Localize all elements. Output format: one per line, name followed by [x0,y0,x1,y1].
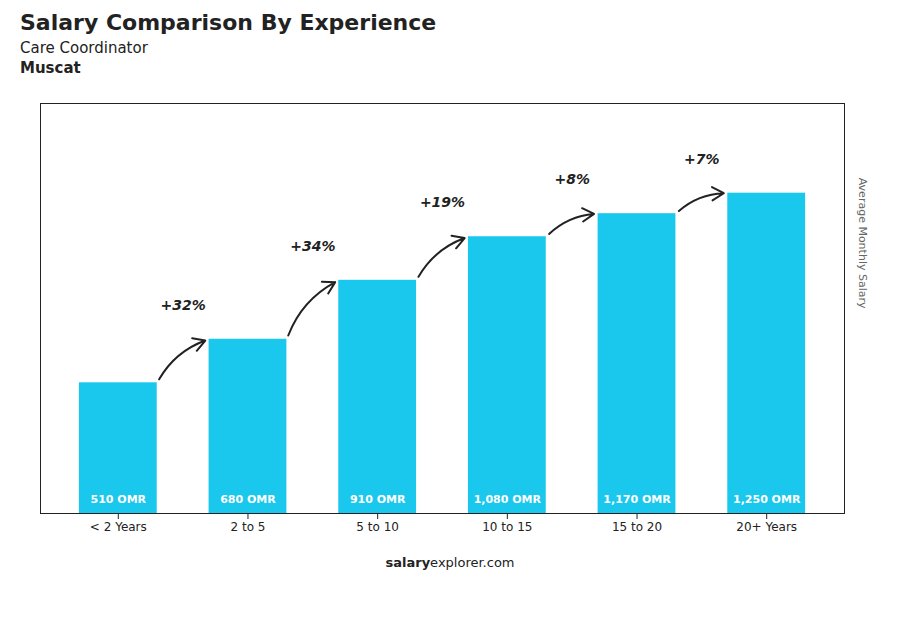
svg-text:510 OMR: 510 OMR [91,493,147,506]
svg-text:< 2 Years: < 2 Years [90,520,147,534]
svg-text:20+ Years: 20+ Years [736,520,797,534]
svg-text:+34%: +34% [290,238,335,254]
svg-text:2 to 5: 2 to 5 [231,520,266,534]
html-text:Salary Comparison By Experienc: Salary Comparison By Experience [20,10,437,35]
svg-text:680 OMR: 680 OMR [220,493,276,506]
html-text:Care Coordinator: Care Coordinator [20,39,148,57]
svg-text:1,250 OMR: 1,250 OMR [733,493,801,506]
svg-text:+19%: +19% [420,194,465,210]
svg-text:5 to 10: 5 to 10 [356,520,399,534]
svg-text:10 to 15: 10 to 15 [482,520,532,534]
html-text:Muscat: Muscat [20,59,81,77]
svg-text:1,170 OMR: 1,170 OMR [603,493,671,506]
svg-text:Average Monthly Salary: Average Monthly Salary [856,178,869,309]
svg-text:15 to 20: 15 to 20 [612,520,662,534]
svg-text:+32%: +32% [161,297,206,313]
html-text:salary explorer.com: salary explorer.com [385,555,515,570]
svg-text:+7%: +7% [684,151,720,167]
svg-text:+8%: +8% [554,171,590,187]
svg-text:1,080 OMR: 1,080 OMR [474,493,542,506]
svg-text:910 OMR: 910 OMR [350,493,406,506]
